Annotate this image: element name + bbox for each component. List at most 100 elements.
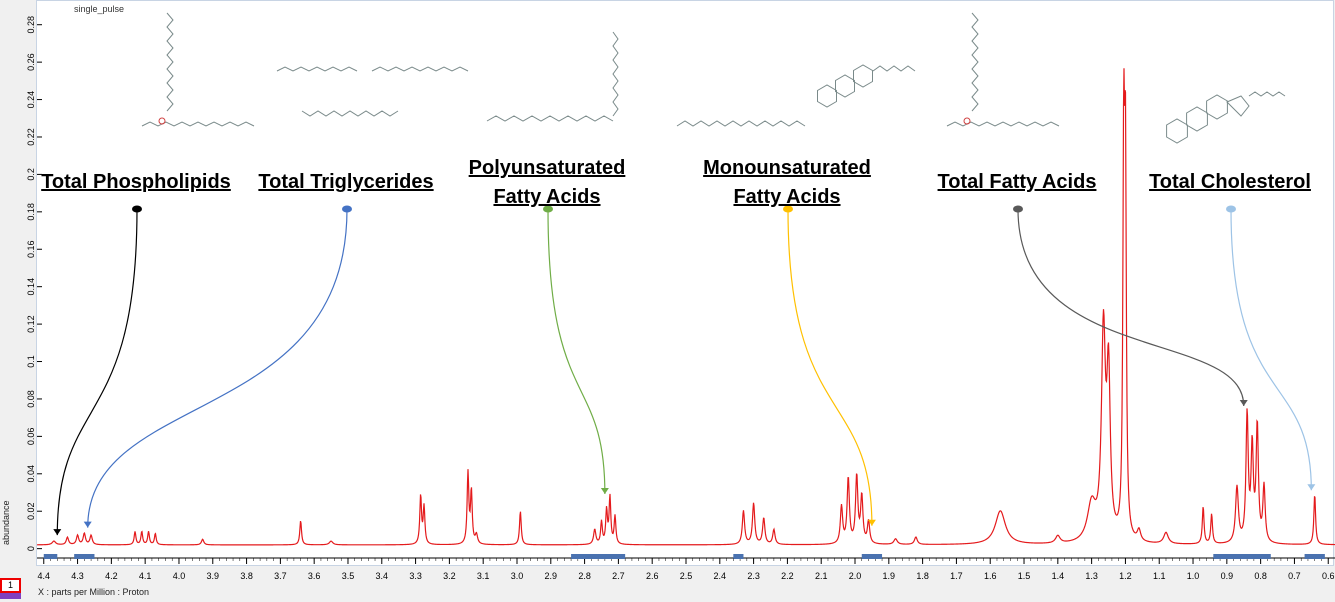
x-tick-label: 2.6 bbox=[646, 571, 659, 581]
window-tab-label: single_pulse bbox=[74, 4, 125, 14]
y-tick-label: 0.04 bbox=[26, 465, 36, 483]
molecule-structures bbox=[141, 12, 1286, 144]
polyunsaturated-fatty-acids-arrow bbox=[543, 205, 609, 494]
x-tick-label: 0.9 bbox=[1221, 571, 1234, 581]
total-phospholipids-arrow bbox=[53, 205, 142, 536]
spectrum-line bbox=[37, 68, 1335, 546]
monounsaturated-fatty-acids-arrow bbox=[783, 205, 876, 526]
x-tick-label: 4.4 bbox=[38, 571, 51, 581]
nmr-spectrum-plot[interactable]: 4.4 4.3 4.2 4.1 4.0 3.9 3.8 3.7 3.6 3.5 3.4 3.3 3.2 3… bbox=[26, 1, 1335, 581]
x-tick-label: 3.0 bbox=[511, 571, 524, 581]
integral-region bbox=[74, 554, 95, 559]
y-tick-label: 0.18 bbox=[26, 203, 36, 221]
polyunsaturated-fatty-acids-label: Polyunsaturated Fatty Acids bbox=[469, 154, 626, 212]
total-cholesterol-arrow bbox=[1226, 205, 1316, 491]
x-tick-label: 2.3 bbox=[747, 571, 760, 581]
x-tick-label: 3.7 bbox=[274, 571, 287, 581]
x-tick-label: 1.7 bbox=[950, 571, 963, 581]
x-tick-label: 4.1 bbox=[139, 571, 152, 581]
y-tick-label: 0.12 bbox=[26, 315, 36, 333]
integral-region bbox=[861, 554, 883, 559]
trace-number: 1 bbox=[0, 578, 21, 593]
phospholipid2-structure bbox=[946, 12, 1060, 127]
x-tick-label: 3.3 bbox=[409, 571, 422, 581]
y-tick-label: 0.16 bbox=[26, 240, 36, 258]
spectrum-window: single_pulse 4.4 4.3 4.2 4.1 4.0 3.9 3.8 3.7 3.6… bbox=[26, 0, 1335, 581]
total-phospholipids-label-line: Total Phospholipids bbox=[41, 171, 231, 193]
x-tick-label: 3.2 bbox=[443, 571, 456, 581]
x-tick-label: 2.2 bbox=[781, 571, 794, 581]
trace-legend[interactable]: 1 bbox=[0, 578, 21, 599]
x-tick-label: 3.8 bbox=[240, 571, 253, 581]
total-cholesterol-arrowhead bbox=[1307, 484, 1316, 491]
total-triglycerides-arrow bbox=[83, 205, 352, 528]
x-tick-label: 3.1 bbox=[477, 571, 490, 581]
x-tick-label: 3.5 bbox=[342, 571, 355, 581]
monounsaturated-fatty-acids-label: Monounsaturated Fatty Acids bbox=[703, 154, 871, 212]
x-tick-label: 3.9 bbox=[207, 571, 220, 581]
pufa-structure bbox=[486, 31, 619, 122]
total-phospholipids-arrowhead bbox=[53, 529, 62, 536]
total-fatty-acids-label-line: Total Fatty Acids bbox=[937, 171, 1097, 193]
x-tick-label: 0.6 bbox=[1322, 571, 1335, 581]
x-tick-label: 1.9 bbox=[883, 571, 896, 581]
y-tick-label: 0.22 bbox=[26, 128, 36, 146]
phospholipid-structure bbox=[141, 12, 255, 127]
y-tick-label: 0.26 bbox=[26, 53, 36, 71]
y-tick-label: 0 bbox=[26, 546, 36, 551]
x-tick-label: 1.5 bbox=[1018, 571, 1031, 581]
x-tick-label: 3.4 bbox=[376, 571, 389, 581]
axes bbox=[37, 24, 1335, 564]
y-tick-label: 0.02 bbox=[26, 502, 36, 520]
polyunsaturated-fatty-acids-arrowhead bbox=[600, 487, 609, 494]
x-tick-label: 1.1 bbox=[1153, 571, 1166, 581]
x-tick-label: 4.3 bbox=[71, 571, 84, 581]
monounsaturated-fatty-acids-arrowhead bbox=[867, 519, 876, 526]
y-tick-label: 0.2 bbox=[26, 168, 36, 181]
y-tick-label: 0.06 bbox=[26, 428, 36, 446]
integral-regions bbox=[43, 554, 1325, 559]
x-tick-label: 3.6 bbox=[308, 571, 321, 581]
integral-region bbox=[43, 554, 58, 559]
x-tick-label: 2.1 bbox=[815, 571, 828, 581]
x-tick-label: 0.7 bbox=[1288, 571, 1301, 581]
x-tick-label: 2.0 bbox=[849, 571, 862, 581]
total-triglycerides-label-line: Total Triglycerides bbox=[258, 171, 434, 193]
x-tick-label: 0.8 bbox=[1254, 571, 1267, 581]
mufa-structure bbox=[676, 64, 916, 127]
x-tick-label: 2.9 bbox=[545, 571, 558, 581]
total-triglycerides-arrowhead bbox=[83, 521, 92, 528]
x-tick-label: 1.3 bbox=[1085, 571, 1098, 581]
x-tick-label: 4.0 bbox=[173, 571, 186, 581]
annotation-arrows bbox=[53, 205, 1316, 536]
x-tick-label: 2.4 bbox=[714, 571, 727, 581]
y-tick-label: 0.14 bbox=[26, 278, 36, 296]
x-tick-label: 1.2 bbox=[1119, 571, 1132, 581]
integral-region bbox=[733, 554, 744, 559]
x-tick-label: 1.6 bbox=[984, 571, 997, 581]
monounsaturated-fatty-acids-label-line: Monounsaturated bbox=[703, 157, 871, 179]
x-tick-label: 2.7 bbox=[612, 571, 625, 581]
x-axis-label: X : parts per Million : Proton bbox=[38, 587, 150, 597]
cholesterol-structure bbox=[1166, 91, 1286, 144]
total-fatty-acids-arrow bbox=[1013, 205, 1248, 407]
integral-region bbox=[571, 554, 626, 559]
x-tick-label: 1.8 bbox=[916, 571, 929, 581]
total-cholesterol-label-line: Total Cholesterol bbox=[1149, 171, 1311, 193]
y-axis-label: abundance bbox=[1, 500, 11, 545]
y-tick-label: 0.08 bbox=[26, 390, 36, 408]
monounsaturated-fatty-acids-label-line: Fatty Acids bbox=[733, 186, 841, 208]
total-fatty-acids-label: Total Fatty Acids bbox=[938, 168, 1097, 197]
x-tick-label: 2.8 bbox=[578, 571, 591, 581]
x-tick-label: 1.0 bbox=[1187, 571, 1200, 581]
total-triglycerides-label: Total Triglycerides bbox=[258, 168, 433, 197]
y-tick-label: 0.28 bbox=[26, 16, 36, 34]
x-tick-label: 4.2 bbox=[105, 571, 118, 581]
triglyceride-structure bbox=[276, 66, 469, 117]
total-cholesterol-label: Total Cholesterol bbox=[1149, 168, 1311, 197]
trace-color-swatch bbox=[0, 593, 21, 599]
y-tick-label: 0.1 bbox=[26, 355, 36, 368]
total-fatty-acids-arrowhead bbox=[1239, 400, 1248, 407]
integral-region bbox=[1304, 554, 1325, 559]
polyunsaturated-fatty-acids-label-line: Polyunsaturated bbox=[468, 157, 626, 179]
